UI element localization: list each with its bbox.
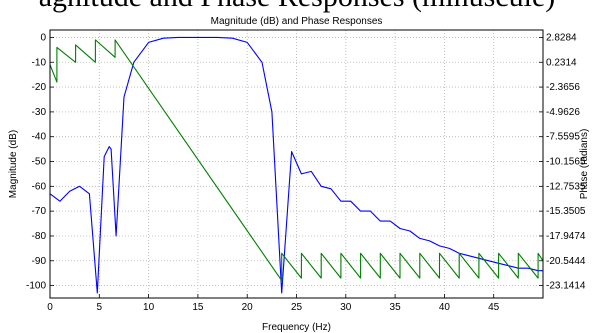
series-layer xyxy=(49,36,544,294)
y2-tick-label: -2.3656 xyxy=(546,82,580,93)
y2-tick-label: -4.9626 xyxy=(546,107,580,118)
chart-title: Magnitude (dB) and Phase Responses xyxy=(211,16,383,27)
x-axis-label: Frequency (Hz) xyxy=(262,322,331,333)
tick-labels: 0 5 10 15 20 25 30 35 40 45 0 2.8284 -10 0.2314 -20 -2.… xyxy=(26,32,586,313)
x-tick-label: 45 xyxy=(488,302,500,313)
x-tick-label: 15 xyxy=(192,302,204,313)
y-tick-label: -60 xyxy=(32,181,47,192)
x-tick-label: 35 xyxy=(390,302,402,313)
x-tick-label: 25 xyxy=(291,302,303,313)
x-tick-label: 30 xyxy=(340,302,352,313)
y2-tick-label: -15.3505 xyxy=(546,206,586,217)
y-tick-label: -30 xyxy=(32,107,47,118)
y-tick-label: -40 xyxy=(32,132,47,143)
y-tick-label: -20 xyxy=(32,82,47,93)
y2-tick-label: -10.1565 xyxy=(546,157,586,168)
y-tick-label: -10 xyxy=(32,57,47,68)
y2-tick-label: -20.5444 xyxy=(546,256,586,267)
y2-axis-label: Phase (radians) xyxy=(579,129,590,200)
plot-frame xyxy=(49,29,544,299)
phase-line xyxy=(49,39,544,282)
magnitude-line xyxy=(49,36,543,294)
y2-tick-label: -7.5595 xyxy=(546,132,580,143)
y2-tick-label: -17.9474 xyxy=(546,231,586,242)
caption-text: agnitude and Phase Responses (minuscule) xyxy=(0,0,594,14)
y-tick-label: -100 xyxy=(26,281,46,292)
x-tick-label: 0 xyxy=(47,302,53,313)
y-tick-label: -90 xyxy=(32,256,47,267)
y2-tick-label: -23.1414 xyxy=(546,281,586,292)
y-tick-label: -50 xyxy=(32,157,47,168)
x-tick-label: 5 xyxy=(97,302,103,313)
x-tick-label: 40 xyxy=(439,302,451,313)
y2-tick-label: -12.7535 xyxy=(546,181,586,192)
y2-tick-label: 2.8284 xyxy=(546,32,577,43)
y-tick-label: 0 xyxy=(40,32,46,43)
y-axis-label: Magnitude (dB) xyxy=(8,130,19,198)
y-tick-label: -80 xyxy=(32,231,47,242)
x-tick-label: 20 xyxy=(242,302,254,313)
x-tick-label: 10 xyxy=(143,302,155,313)
y2-tick-label: 0.2314 xyxy=(546,57,577,68)
y-tick-label: -70 xyxy=(32,206,47,217)
